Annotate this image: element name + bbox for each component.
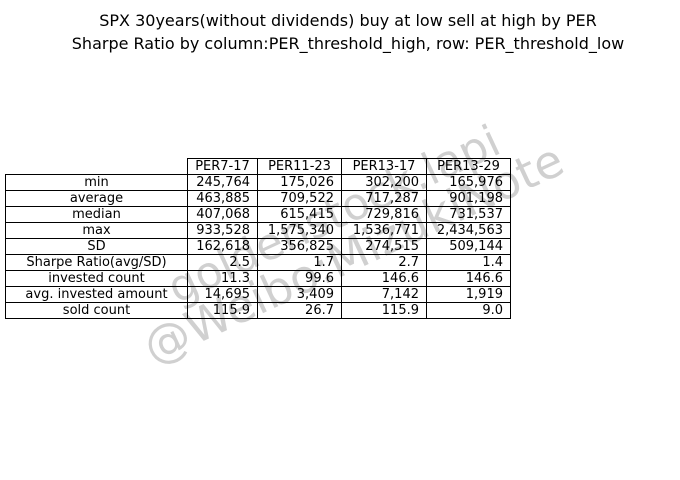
row-label: avg. invested amount [5, 286, 188, 303]
table-cell: 1,536,771 [341, 222, 427, 239]
table-cell: 356,825 [257, 238, 342, 255]
table-cell: 26.7 [257, 302, 342, 319]
table-cell: 3,409 [257, 286, 342, 303]
table-cell: 9.0 [426, 302, 511, 319]
table-cell: 901,198 [426, 190, 511, 207]
table-cell: 274,515 [341, 238, 427, 255]
table-row-invested-count: invested count 11.3 99.6 146.6 146.6 [5, 270, 511, 287]
table-cell: 115.9 [187, 302, 258, 319]
table-cell: 245,764 [187, 174, 258, 191]
table-row-sd: SD 162,618 356,825 274,515 509,144 [5, 238, 511, 255]
table-row-median: median 407,068 615,415 729,816 731,537 [5, 206, 511, 223]
table-cell: 165,976 [426, 174, 511, 191]
table-cell: 2,434,563 [426, 222, 511, 239]
table-cell: 1,575,340 [257, 222, 342, 239]
table-cell: 463,885 [187, 190, 258, 207]
table-cell: 933,528 [187, 222, 258, 239]
table-cell: 2.5 [187, 254, 258, 271]
row-label: invested count [5, 270, 188, 287]
table-cell: 731,537 [426, 206, 511, 223]
table-cell: 729,816 [341, 206, 427, 223]
row-label: max [5, 222, 188, 239]
table-cell: 1.7 [257, 254, 342, 271]
row-label: SD [5, 238, 188, 255]
chart-subtitle-line-2: Sharpe Ratio by column:PER_threshold_hig… [71, 34, 625, 53]
column-header: PER13-29 [426, 158, 511, 175]
row-label: sold count [5, 302, 188, 319]
column-header: PER7-17 [187, 158, 258, 175]
table-cell: 175,026 [257, 174, 342, 191]
table-cell: 11.3 [187, 270, 258, 287]
table-row-sold-count: sold count 115.9 26.7 115.9 9.0 [5, 302, 511, 319]
stats-table: PER7-17 PER11-23 PER13-17 PER13-29 min 2… [5, 158, 511, 319]
row-label: Sharpe Ratio(avg/SD) [5, 254, 188, 271]
column-header: PER11-23 [257, 158, 342, 175]
column-header: PER13-17 [341, 158, 427, 175]
table-cell: 615,415 [257, 206, 342, 223]
table-cell: 1,919 [426, 286, 511, 303]
table-cell: 7,142 [341, 286, 427, 303]
table-cell: 2.7 [341, 254, 427, 271]
table-cell: 509,144 [426, 238, 511, 255]
row-label: average [5, 190, 188, 207]
table-cell: 407,068 [187, 206, 258, 223]
table-cell: 162,618 [187, 238, 258, 255]
table-cell: 146.6 [426, 270, 511, 287]
table-cell: 1.4 [426, 254, 511, 271]
table-row-avg-invested-amount: avg. invested amount 14,695 3,409 7,142 … [5, 286, 511, 303]
table-row-min: min 245,764 175,026 302,200 165,976 [5, 174, 511, 191]
table-corner [6, 159, 188, 175]
table-row-sharpe-ratio: Sharpe Ratio(avg/SD) 2.5 1.7 2.7 1.4 [5, 254, 511, 271]
table-cell: 99.6 [257, 270, 342, 287]
table-cell: 14,695 [187, 286, 258, 303]
table-header-row: PER7-17 PER11-23 PER13-17 PER13-29 [6, 158, 511, 175]
table-cell: 709,522 [257, 190, 342, 207]
table-row-max: max 933,528 1,575,340 1,536,771 2,434,56… [5, 222, 511, 239]
table-cell: 302,200 [341, 174, 427, 191]
table-cell: 717,287 [341, 190, 427, 207]
table-cell: 146.6 [341, 270, 427, 287]
table-cell: 115.9 [341, 302, 427, 319]
chart-title-line-1: SPX 30years(without dividends) buy at lo… [99, 11, 597, 30]
row-label: median [5, 206, 188, 223]
row-label: min [5, 174, 188, 191]
table-row-average: average 463,885 709,522 717,287 901,198 [5, 190, 511, 207]
